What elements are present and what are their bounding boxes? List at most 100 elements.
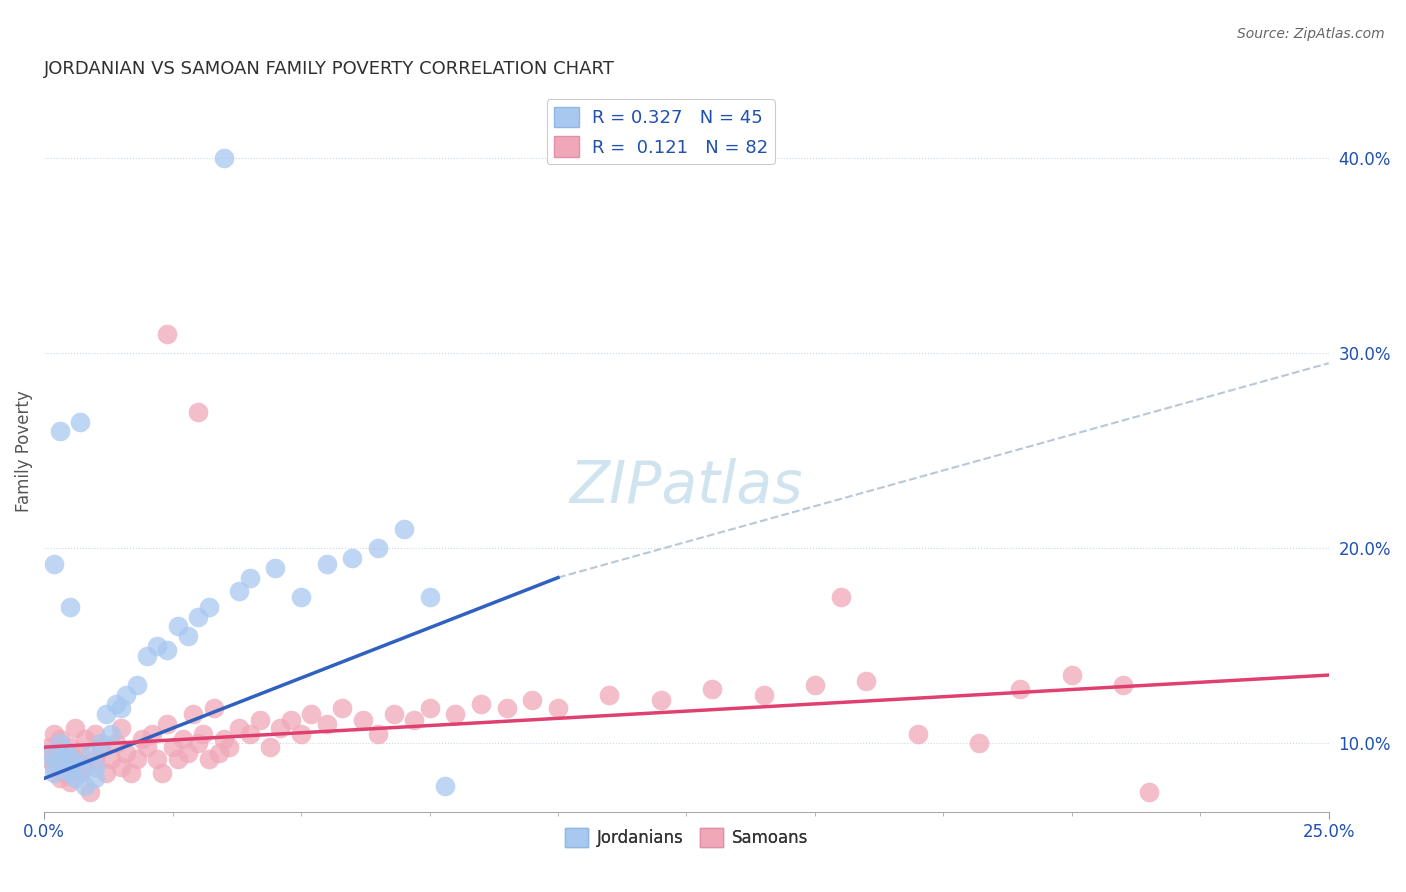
- Jordanians: [48, 425, 70, 439]
- Samoans: [166, 752, 188, 766]
- Samoans: [315, 716, 337, 731]
- Jordanians: [197, 599, 219, 614]
- Jordanians: [63, 756, 86, 770]
- Samoans: [105, 736, 128, 750]
- Samoans: [90, 740, 112, 755]
- Samoans: [299, 707, 322, 722]
- Samoans: [44, 760, 66, 774]
- Samoans: [547, 701, 569, 715]
- Samoans: [752, 688, 775, 702]
- Jordanians: [264, 561, 287, 575]
- Jordanians: [177, 629, 200, 643]
- Samoans: [239, 726, 262, 740]
- Samoans: [249, 713, 271, 727]
- Samoans: [115, 746, 138, 760]
- Samoans: [38, 740, 60, 755]
- Jordanians: [239, 571, 262, 585]
- Samoans: [598, 688, 620, 702]
- Samoans: [110, 721, 132, 735]
- Text: ZIPatlas: ZIPatlas: [569, 458, 803, 516]
- Samoans: [280, 713, 302, 727]
- Jordanians: [125, 678, 148, 692]
- Jordanians: [44, 756, 66, 770]
- Samoans: [135, 740, 157, 755]
- Samoans: [495, 701, 517, 715]
- Samoans: [804, 678, 827, 692]
- Samoans: [53, 765, 76, 780]
- Legend: Jordanians, Samoans: Jordanians, Samoans: [558, 821, 814, 854]
- Text: Source: ZipAtlas.com: Source: ZipAtlas.com: [1237, 27, 1385, 41]
- Jordanians: [48, 752, 70, 766]
- Jordanians: [135, 648, 157, 663]
- Samoans: [181, 707, 204, 722]
- Samoans: [367, 726, 389, 740]
- Samoans: [197, 752, 219, 766]
- Samoans: [156, 716, 179, 731]
- Y-axis label: Family Poverty: Family Poverty: [15, 390, 32, 512]
- Samoans: [830, 590, 852, 604]
- Samoans: [907, 726, 929, 740]
- Jordanians: [94, 707, 117, 722]
- Samoans: [48, 732, 70, 747]
- Samoans: [48, 772, 70, 786]
- Samoans: [172, 732, 194, 747]
- Jordanians: [315, 557, 337, 571]
- Samoans: [141, 726, 163, 740]
- Samoans: [63, 721, 86, 735]
- Jordanians: [115, 688, 138, 702]
- Samoans: [418, 701, 440, 715]
- Samoans: [855, 673, 877, 688]
- Samoans: [1010, 681, 1032, 696]
- Samoans: [75, 760, 97, 774]
- Samoans: [121, 765, 143, 780]
- Jordanians: [418, 590, 440, 604]
- Jordanians: [156, 642, 179, 657]
- Samoans: [84, 752, 107, 766]
- Samoans: [48, 746, 70, 760]
- Samoans: [522, 693, 544, 707]
- Jordanians: [84, 760, 107, 774]
- Samoans: [162, 740, 184, 755]
- Text: JORDANIAN VS SAMOAN FAMILY POVERTY CORRELATION CHART: JORDANIAN VS SAMOAN FAMILY POVERTY CORRE…: [44, 60, 614, 78]
- Jordanians: [290, 590, 312, 604]
- Samoans: [269, 721, 291, 735]
- Samoans: [38, 752, 60, 766]
- Samoans: [100, 752, 122, 766]
- Jordanians: [392, 522, 415, 536]
- Samoans: [69, 765, 91, 780]
- Samoans: [63, 752, 86, 766]
- Jordanians: [367, 541, 389, 556]
- Samoans: [290, 726, 312, 740]
- Samoans: [150, 765, 173, 780]
- Jordanians: [75, 779, 97, 793]
- Samoans: [228, 721, 250, 735]
- Samoans: [69, 746, 91, 760]
- Samoans: [330, 701, 353, 715]
- Samoans: [59, 740, 82, 755]
- Jordanians: [110, 701, 132, 715]
- Samoans: [53, 756, 76, 770]
- Jordanians: [187, 609, 209, 624]
- Jordanians: [212, 152, 235, 166]
- Samoans: [75, 732, 97, 747]
- Samoans: [969, 736, 991, 750]
- Samoans: [208, 746, 231, 760]
- Samoans: [259, 740, 281, 755]
- Samoans: [202, 701, 225, 715]
- Samoans: [110, 760, 132, 774]
- Samoans: [44, 726, 66, 740]
- Jordanians: [59, 750, 82, 764]
- Jordanians: [38, 746, 60, 760]
- Samoans: [187, 736, 209, 750]
- Jordanians: [90, 736, 112, 750]
- Samoans: [79, 785, 101, 799]
- Jordanians: [79, 746, 101, 760]
- Jordanians: [44, 557, 66, 571]
- Samoans: [212, 732, 235, 747]
- Samoans: [177, 746, 200, 760]
- Jordanians: [166, 619, 188, 633]
- Samoans: [187, 405, 209, 419]
- Samoans: [146, 752, 169, 766]
- Samoans: [218, 740, 240, 755]
- Samoans: [1112, 678, 1135, 692]
